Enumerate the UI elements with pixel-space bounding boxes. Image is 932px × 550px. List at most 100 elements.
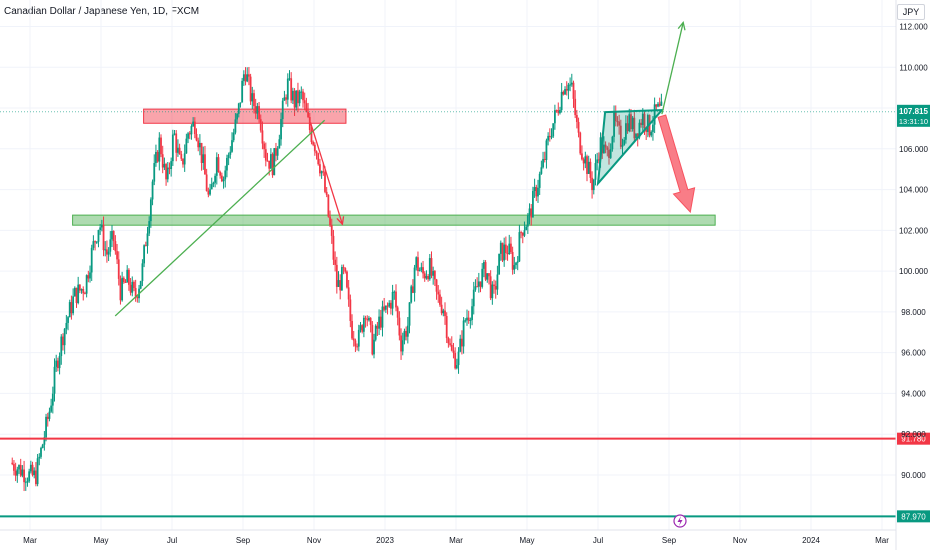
candle-body [109,239,112,252]
candle-body [51,393,54,406]
candle-body [435,279,438,292]
candle-body [129,284,132,293]
candle-body [308,117,311,130]
candle-body [82,289,85,294]
candle-body [428,258,431,280]
projection-arrow-down [657,114,696,214]
candle-body [236,113,238,120]
candle-body [516,261,519,263]
candle-body [575,115,578,122]
time-tick-label: Sep [236,536,251,545]
candle-body [119,278,122,301]
candle-body [249,76,252,102]
candle-body [616,121,619,123]
candle-body [178,147,181,155]
candle-body [613,111,615,137]
time-tick-label: Nov [307,536,321,545]
candle-body [99,227,102,230]
candle-body [518,232,521,262]
current-price-tag [897,104,930,127]
candle-body [278,139,281,149]
candle-body [36,458,39,485]
candle-body [511,251,514,270]
candle-body [193,121,196,135]
candle-body [346,271,348,288]
time-axis[interactable]: Mar May Jul Sep Nov 2023 Mar May Jul Sep Nov 2024 Ma… [0,529,896,545]
candle-body [340,267,343,291]
zones [72,108,716,226]
candle-body [40,447,42,457]
candle-body [102,224,105,251]
candle-body [231,140,233,152]
candle-body [565,89,568,91]
candle-body [455,365,458,369]
horizontal-levels[interactable]: 91.780 87.970 [0,432,930,523]
candle-body [26,481,29,483]
currency-button[interactable]: JPY [897,4,925,20]
candle-body [84,293,86,295]
candle-body [222,179,225,182]
candle-body [440,304,443,314]
candle-body [212,182,215,185]
candle-body [144,245,147,247]
candle-body [322,171,325,173]
candle-body [303,100,306,104]
candle-body [425,275,428,279]
time-tick-label: Mar [875,536,889,545]
candle-body [307,112,309,118]
candle-body [405,330,408,337]
candle-body [474,286,477,290]
candle-body [234,119,237,133]
candle-body [293,90,296,108]
candle-body [349,299,352,321]
candle-body [461,338,463,347]
candle-body [430,258,433,276]
candle-body [427,275,430,280]
candle-body [653,104,656,125]
candle-body [462,320,465,347]
candle-body [97,229,100,242]
candle-body [383,306,386,310]
candle-body [177,147,179,153]
candle-body [569,84,572,86]
candle-body [329,216,331,226]
candle-body [413,267,416,293]
candle-body [65,322,68,329]
candle-body [112,231,115,242]
candle-body [618,121,621,126]
candle-body [232,132,235,141]
candle-body [285,97,288,100]
candle-body [342,267,345,269]
candle-body [581,153,583,160]
candle-body [53,366,56,394]
candle-body [256,106,259,114]
candle-body [498,253,501,275]
candle-body [149,199,152,222]
candle-body [423,273,426,279]
candle-body [29,464,32,472]
candle-body [244,74,247,82]
candle-body [452,350,455,353]
candle-body [437,291,440,295]
candle-body [85,275,88,294]
candle-body [146,233,149,246]
candle-body [187,133,189,139]
candle-body [603,144,605,154]
candle-body [143,245,146,264]
candle-body [401,340,404,352]
candle-body [467,317,470,321]
candle-body [302,91,304,101]
candle-body [80,289,83,291]
candle-body [297,90,299,104]
candle-body [482,262,485,269]
candle-body [276,148,279,156]
price-tick-label: 94.000 [901,389,926,398]
candle-body [219,171,222,176]
candle-body [532,191,534,218]
candle-body [62,336,64,346]
candle-body [273,148,276,176]
level-price-label: 87.970 [901,512,926,521]
candle-body [183,153,186,165]
